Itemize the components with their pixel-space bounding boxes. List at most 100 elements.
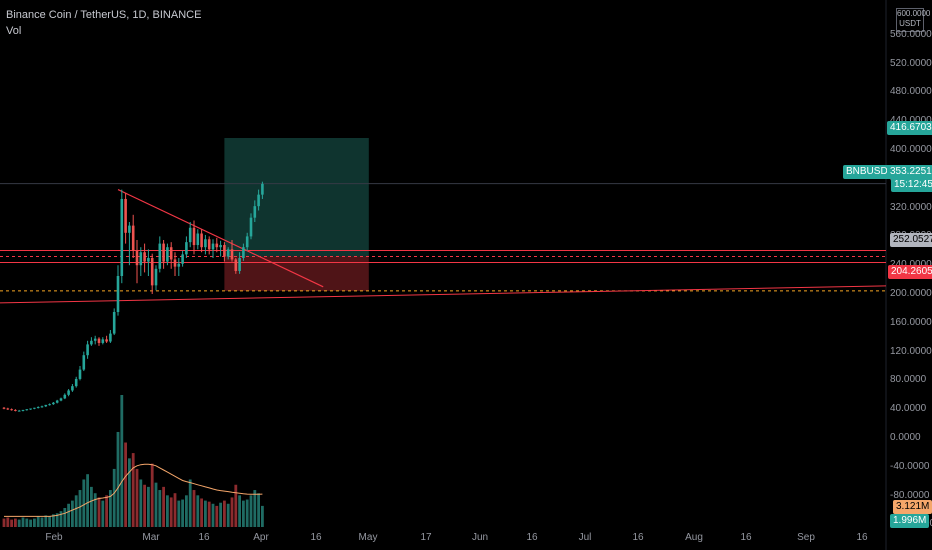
volume-ma-badge: 3.121M <box>893 500 932 514</box>
candle-body <box>128 225 131 233</box>
candle-body <box>154 268 158 286</box>
volume-bar <box>74 495 78 527</box>
volume-bar <box>150 463 154 527</box>
candle-body <box>143 252 146 262</box>
volume-bar <box>105 495 108 527</box>
symbol-badge: BNBUSDT <box>843 165 897 179</box>
last-price-badge: 353.2251 <box>887 165 932 179</box>
candle-body <box>181 254 184 264</box>
volume-bar <box>215 505 219 527</box>
volume-bar <box>177 500 181 527</box>
volume-bar <box>249 495 253 527</box>
volume-bar <box>55 513 59 527</box>
price-axis-tick: 120.0000 <box>890 345 932 357</box>
price-axis-tick: 320.0000 <box>890 201 932 213</box>
volume-bar <box>131 453 135 527</box>
volume-bar <box>25 518 29 527</box>
candle-body <box>200 233 203 248</box>
price-axis-tick: 400.0000 <box>890 144 932 155</box>
candle-body <box>150 258 154 286</box>
price-axis-tick: 80.0000 <box>890 374 927 386</box>
volume-bar <box>196 495 200 527</box>
candle-body <box>36 407 40 409</box>
candle-body <box>120 198 124 276</box>
symbol-title[interactable]: Binance Coin / TetherUS, 1D, BINANCE <box>6 9 202 21</box>
candle-body <box>124 198 127 233</box>
volume-bar <box>82 479 86 527</box>
candle-body <box>188 227 192 243</box>
currency-unit-label[interactable]: 600.0000 USDT <box>896 8 930 32</box>
time-axis-tick: Jun <box>471 532 489 543</box>
countdown-badge: 15:12:45 <box>891 178 932 192</box>
candle-body <box>48 404 51 406</box>
volume-bar <box>147 486 150 527</box>
candle-body <box>10 409 13 411</box>
target-price-badge: 416.6703 <box>887 121 932 135</box>
candle-body <box>219 245 222 248</box>
time-axis-tick: 16 <box>310 532 322 543</box>
volume-bar <box>211 503 215 527</box>
candle-body <box>215 243 219 248</box>
volume-bar <box>112 468 116 527</box>
price-axis-tick: 480.0000 <box>890 86 932 98</box>
volume-bar <box>230 497 234 527</box>
candle-body <box>74 378 78 387</box>
volume-bar <box>128 458 131 527</box>
volume-indicator-label[interactable]: Vol <box>6 25 22 37</box>
volume-bar <box>242 500 245 527</box>
candle-body <box>242 247 245 258</box>
volume-bar <box>90 486 93 527</box>
candle-body <box>147 258 150 262</box>
candle-body <box>67 390 70 395</box>
candle-body <box>93 338 97 341</box>
candle-body <box>101 339 105 343</box>
candle-body <box>230 249 234 260</box>
volume-bar <box>63 507 67 527</box>
price-axis-tick: 160.0000 <box>890 316 932 328</box>
level-upper-badge: 252.0527 <box>890 233 932 247</box>
volume-bar <box>166 495 169 527</box>
candle-body <box>204 239 207 248</box>
candle-body <box>86 344 89 356</box>
time-axis-tick: 16 <box>740 532 752 543</box>
candle-body <box>185 242 188 255</box>
candle-body <box>238 258 241 271</box>
volume-bar <box>204 500 207 527</box>
volume-bar <box>185 495 188 527</box>
candle-body <box>112 312 116 334</box>
volume-bar <box>29 519 32 527</box>
volume-bar <box>257 493 260 527</box>
volume-bar <box>120 395 124 527</box>
time-axis-tick: May <box>358 532 378 543</box>
candle-body <box>257 194 260 207</box>
candle-body <box>55 400 59 403</box>
time-axis-tick: Apr <box>253 532 269 543</box>
volume-bar <box>71 500 74 527</box>
volume-bar <box>36 516 40 527</box>
candle-body <box>105 339 108 342</box>
time-axis-tick: 16 <box>632 532 644 543</box>
candle-body <box>253 206 257 218</box>
price-axis-tick: -80.0000 <box>890 489 930 501</box>
candle-body <box>249 217 253 237</box>
volume-bar <box>135 468 139 527</box>
volume-bar <box>33 518 36 527</box>
candle-body <box>223 245 226 257</box>
volume-bar <box>173 493 177 527</box>
volume-bar <box>44 515 48 527</box>
level-lower-badge: 204.2605 <box>888 265 932 279</box>
volume-bar <box>158 490 162 527</box>
candle-body <box>226 249 230 257</box>
candle-body <box>207 239 211 250</box>
candle-body <box>116 276 120 312</box>
candle-body <box>59 398 63 401</box>
volume-bar <box>48 516 51 527</box>
volume-ma-line <box>4 463 263 517</box>
volume-bar <box>143 484 146 527</box>
volume-bar <box>226 503 230 527</box>
volume-bar <box>200 498 203 527</box>
candle-body <box>44 404 48 407</box>
volume-bar <box>253 490 257 527</box>
volume-bar <box>261 505 264 527</box>
